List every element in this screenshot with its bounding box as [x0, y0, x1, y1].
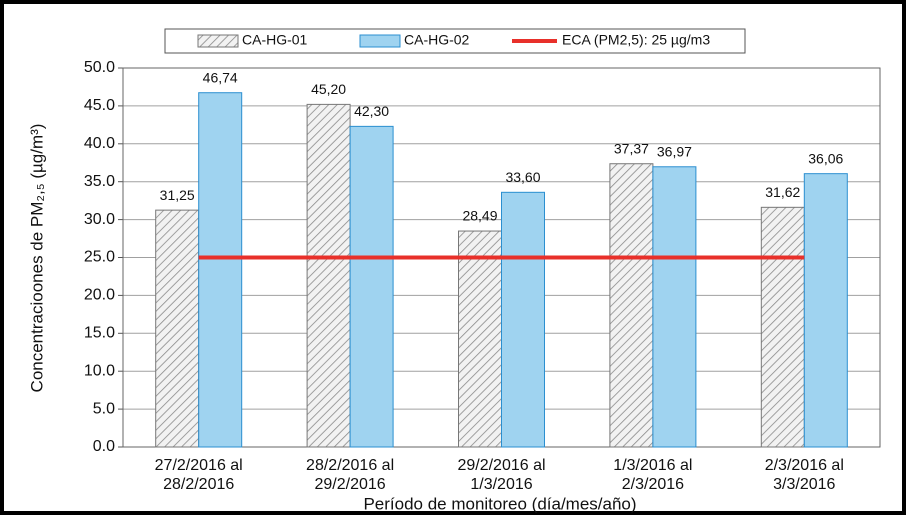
- x-tick-label: 29/2/2016: [315, 476, 386, 493]
- value-label: 28,49: [462, 208, 497, 224]
- value-label: 46,74: [203, 69, 238, 85]
- y-tick-label: 35.0: [84, 173, 115, 190]
- bar: [198, 92, 243, 448]
- bar: [609, 163, 654, 448]
- legend-box: [164, 28, 746, 54]
- x-axis-label: Período de monitoreo (día/mes/año): [363, 494, 636, 513]
- y-tick-label: 50.0: [84, 59, 115, 76]
- y-axis-label: Concentracioones de PM₂,₅ (µg/m³): [27, 124, 46, 393]
- x-tick-label: 3/3/2016: [773, 476, 835, 493]
- value-label: 45,20: [311, 81, 346, 97]
- value-label: 37,37: [614, 140, 649, 156]
- x-tick-label: 1/3/2016 al: [613, 457, 692, 474]
- value-label: 31,25: [160, 187, 195, 203]
- y-tick-label: 0.0: [93, 438, 115, 455]
- bar: [306, 103, 351, 448]
- bar: [349, 125, 394, 448]
- y-tick-label: 25.0: [84, 249, 115, 266]
- bar: [760, 206, 805, 448]
- y-tick-label: 10.0: [84, 362, 115, 379]
- bar: [803, 173, 848, 448]
- legend-swatch: [197, 34, 239, 48]
- bar: [501, 191, 545, 448]
- y-tick-label: 45.0: [84, 97, 115, 114]
- value-label: 31,62: [765, 184, 800, 200]
- value-label: 36,97: [657, 143, 692, 159]
- value-label: 33,60: [505, 169, 540, 185]
- bar: [458, 230, 502, 448]
- y-tick-label: 5.0: [93, 400, 115, 417]
- y-tick-label: 15.0: [84, 325, 115, 342]
- value-label: 42,30: [354, 103, 389, 119]
- x-tick-label: 28/2/2016 al: [306, 457, 394, 474]
- bar: [652, 166, 697, 448]
- y-tick-label: 20.0: [84, 287, 115, 304]
- x-tick-label: 2/3/2016: [622, 476, 684, 493]
- legend-swatch: [359, 34, 401, 48]
- x-tick-label: 28/2/2016: [163, 476, 234, 493]
- x-tick-label: 27/2/2016 al: [155, 457, 243, 474]
- legend-label: CA-HG-02: [404, 32, 470, 48]
- bar: [155, 209, 200, 448]
- x-tick-label: 29/2/2016 al: [457, 457, 545, 474]
- legend-label: CA-HG-01: [242, 32, 308, 48]
- y-tick-label: 30.0: [84, 211, 115, 228]
- x-tick-label: 1/3/2016: [470, 476, 532, 493]
- value-label: 36,06: [808, 150, 843, 166]
- x-tick-label: 2/3/2016 al: [765, 457, 844, 474]
- y-tick-label: 40.0: [84, 135, 115, 152]
- legend-label: ECA (PM2,5): 25 µg/m3: [562, 32, 710, 48]
